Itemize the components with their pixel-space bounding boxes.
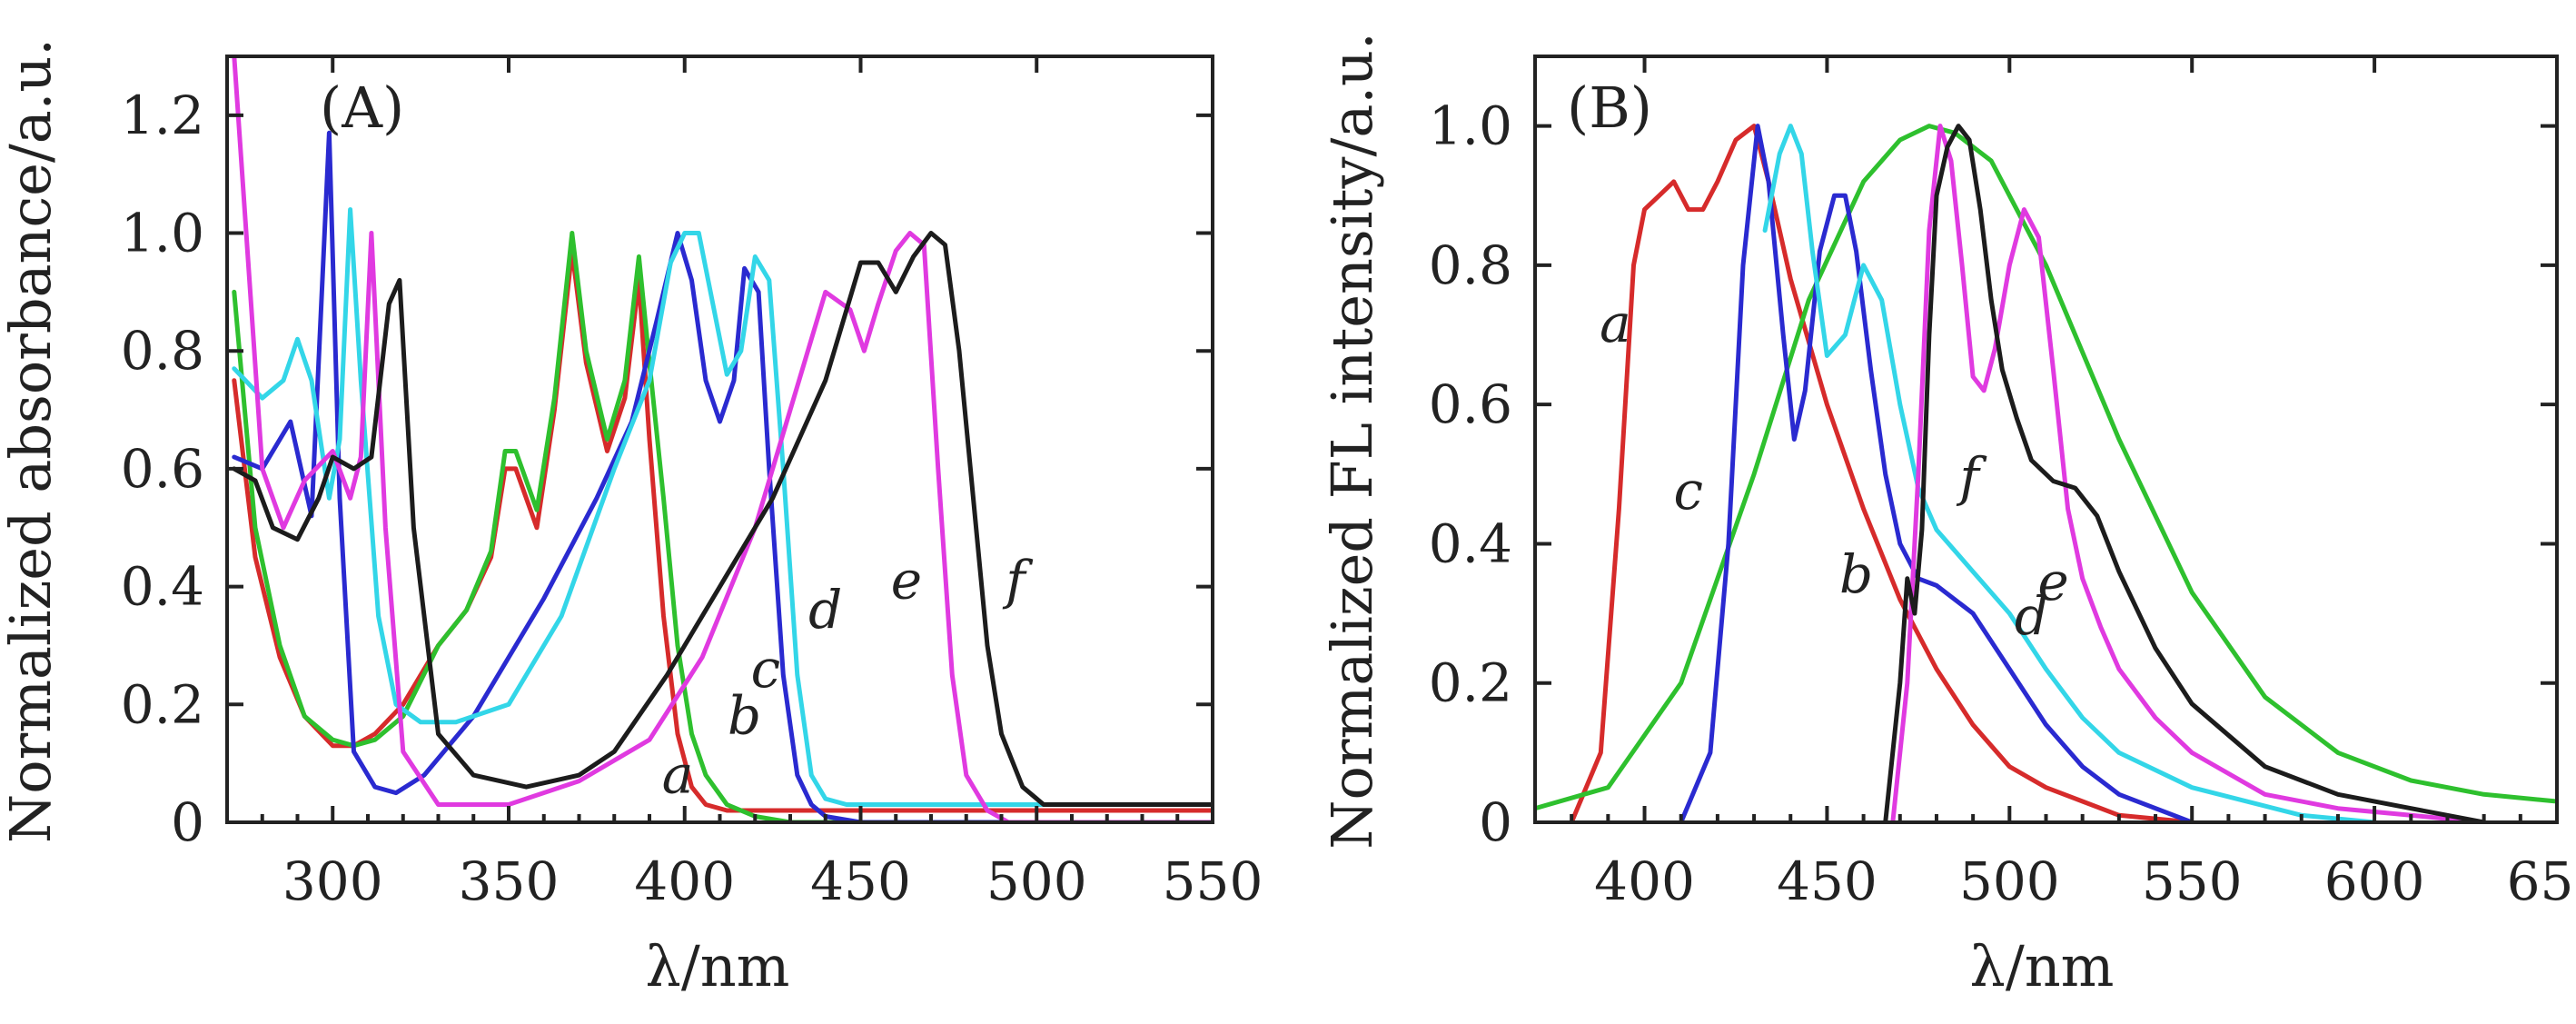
panel-a: 300 350 400 450 500 550 0 0.2 0.4 0.6 0.8 1.0 1.2 λ/n… (0, 38, 1263, 999)
series-f-line (234, 234, 1213, 805)
x-tick-label: 600 (2324, 850, 2425, 912)
series-d-line (1765, 126, 2374, 822)
curve-label-f: f (1002, 550, 1034, 611)
y-tick-label: 0.8 (1429, 234, 1512, 296)
x-tick-label: 300 (282, 850, 383, 912)
x-tick-label: 550 (2142, 850, 2243, 912)
x-tick-label: 350 (459, 850, 560, 912)
y-tick-label: 0.2 (121, 673, 204, 735)
panel-b: 400 450 500 550 600 650 0 0.2 0.4 0.6 0.8 1.0 λ/nm No… (1319, 32, 2576, 999)
x-tick-label: 650 (2507, 850, 2576, 912)
curve-label-c: c (751, 638, 780, 700)
panel-label: (A) (320, 75, 404, 141)
y-tick-label: 0.4 (121, 556, 204, 618)
y-axis-title: Normalized absorbance/a.u. (0, 38, 64, 843)
x-tick-label: 500 (986, 850, 1087, 912)
x-axis-title: λ/nm (1970, 933, 2115, 999)
curve-label-e: e (2037, 551, 2068, 612)
series-group (234, 56, 1213, 822)
y-tick-label: 0 (171, 791, 204, 853)
series-b-line (234, 234, 1213, 823)
y-tick-label: 1.0 (1429, 95, 1512, 157)
series-d-line (234, 210, 1213, 805)
x-tick-label: 450 (1777, 850, 1878, 912)
y-tick-label: 0.8 (121, 320, 204, 382)
y-tick-label: 0.4 (1429, 512, 1512, 574)
plot-frame (1535, 56, 2557, 822)
curve-label-b: b (1839, 543, 1873, 605)
y-tick-label: 0 (1479, 791, 1512, 853)
curve-label-c: c (1674, 460, 1703, 522)
series-e-line (234, 56, 1213, 822)
x-tick-label: 400 (634, 850, 735, 912)
y-tick-label: 0.6 (121, 438, 204, 500)
x-tick-label: 450 (810, 850, 911, 912)
curve-label-f: f (1956, 446, 1987, 508)
y-tick-label: 1.2 (121, 85, 204, 146)
figure: 300 350 400 450 500 550 0 0.2 0.4 0.6 0.8 1.0 1.2 λ/n… (0, 0, 2576, 1024)
x-tick-label: 550 (1163, 850, 1263, 912)
y-axis-title: Normalized FL intensity/a.u. (1319, 32, 1385, 849)
panel-label: (B) (1567, 75, 1652, 141)
series-a-line (234, 251, 1213, 810)
curve-label-d: d (808, 579, 842, 641)
x-axis-title: λ/nm (646, 933, 790, 999)
curve-label-a: a (1600, 293, 1631, 354)
x-tick-label: 500 (1959, 850, 2060, 912)
y-tick-label: 1.0 (121, 203, 204, 264)
y-tick-label: 0.6 (1429, 373, 1512, 435)
y-tick-label: 0.2 (1429, 652, 1512, 714)
series-a-line (1571, 126, 2192, 822)
curve-label-a: a (662, 744, 694, 806)
x-tick-label: 400 (1594, 850, 1695, 912)
curve-label-e: e (891, 550, 922, 611)
